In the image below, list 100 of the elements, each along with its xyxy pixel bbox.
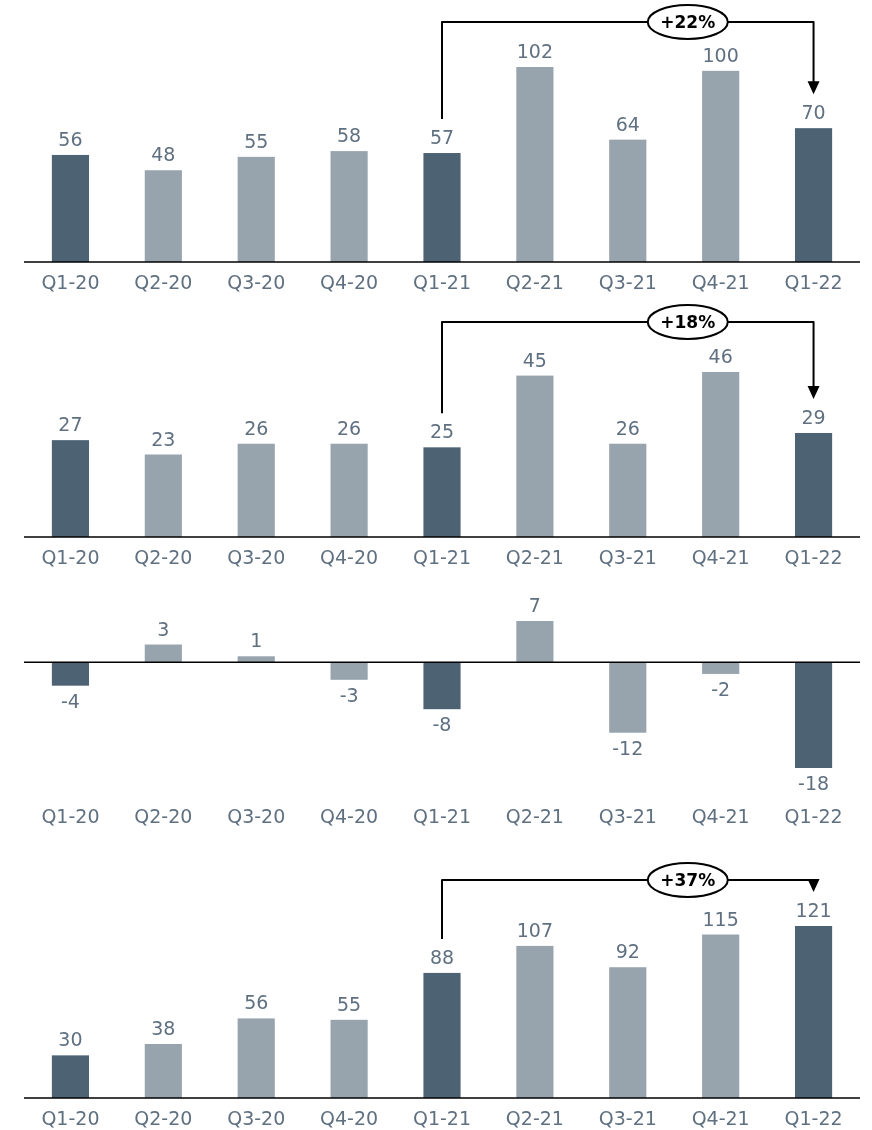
x-tick-label: Q1-21 <box>412 805 472 827</box>
x-tick-label: Q1-21 <box>412 1107 472 1129</box>
data-label: 55 <box>244 129 269 152</box>
data-label: 7 <box>528 594 541 616</box>
data-label: 30 <box>58 1028 83 1051</box>
data-label: 23 <box>151 427 176 450</box>
x-tick-label: Q2-21 <box>505 805 564 827</box>
data-label: 55 <box>337 992 362 1015</box>
bar <box>609 662 647 733</box>
x-tick-label: Q4-21 <box>691 271 750 293</box>
bar <box>702 662 740 674</box>
bar <box>423 447 461 537</box>
x-tick-label: Q3-20 <box>227 271 286 293</box>
bar <box>51 440 90 537</box>
bar <box>609 967 647 1098</box>
data-label: 56 <box>244 991 269 1014</box>
data-label: 26 <box>244 416 269 439</box>
bar <box>702 934 740 1098</box>
data-label: 100 <box>702 43 739 66</box>
data-label: 46 <box>708 345 733 367</box>
data-label: -4 <box>60 689 80 712</box>
bar <box>794 432 833 537</box>
bar <box>516 945 554 1098</box>
bar <box>51 1055 90 1098</box>
bar <box>794 926 833 1098</box>
data-label: 70 <box>801 101 826 124</box>
x-tick-label: Q4-20 <box>320 546 379 568</box>
x-tick-label: Q4-20 <box>320 805 379 827</box>
bar <box>609 443 647 537</box>
bar <box>702 372 740 537</box>
data-label: 58 <box>337 124 362 147</box>
x-tick-label: Q3-20 <box>227 1107 286 1129</box>
data-label: -8 <box>432 713 452 736</box>
x-tick-label: Q2-20 <box>134 1107 193 1129</box>
data-label: 92 <box>615 940 640 963</box>
x-tick-label: Q1-20 <box>41 1107 100 1129</box>
data-label: -3 <box>339 683 359 706</box>
x-tick-label: Q2-20 <box>134 271 193 293</box>
text: +22% <box>660 12 716 32</box>
data-label: 45 <box>522 348 547 371</box>
bar <box>330 151 368 262</box>
data-label: 38 <box>151 1016 176 1039</box>
x-tick-label: Q1-22 <box>784 271 843 293</box>
x-tick-label: Q2-21 <box>505 546 564 568</box>
x-tick-label: Q1-21 <box>412 546 472 568</box>
text: +37% <box>660 870 716 890</box>
bar <box>423 662 461 710</box>
bar <box>516 67 554 262</box>
data-label: -18 <box>798 772 830 794</box>
x-tick-label: Q2-21 <box>505 271 564 293</box>
data-label: 29 <box>801 405 826 428</box>
x-tick-label: Q1-21 <box>412 271 472 293</box>
x-tick-label: Q3-21 <box>598 546 657 568</box>
data-label: 56 <box>58 127 83 150</box>
x-tick-label: Q3-20 <box>227 805 286 827</box>
x-tick-label: Q1-22 <box>784 805 843 827</box>
data-label: 26 <box>615 416 640 439</box>
bar <box>702 70 740 262</box>
data-label: 48 <box>151 143 176 166</box>
text: +18% <box>660 312 716 332</box>
x-tick-label: Q1-20 <box>41 546 100 568</box>
bar <box>330 1019 368 1098</box>
x-tick-label: Q1-22 <box>784 1107 843 1129</box>
bar <box>794 662 833 768</box>
data-label: 64 <box>615 112 640 135</box>
x-tick-label: Q4-20 <box>320 271 379 293</box>
bar <box>794 128 833 262</box>
bar <box>144 644 182 663</box>
data-label: 121 <box>795 899 832 921</box>
bar <box>237 443 275 537</box>
bar <box>330 443 368 537</box>
bar <box>144 454 182 537</box>
bar <box>237 156 275 262</box>
data-label: 3 <box>157 617 170 640</box>
bar <box>144 170 182 262</box>
x-tick-label: Q4-20 <box>320 1107 379 1129</box>
bar <box>423 153 461 262</box>
x-tick-label: Q3-21 <box>598 1107 657 1129</box>
data-label: 27 <box>58 413 83 436</box>
x-tick-label: Q1-20 <box>41 271 100 293</box>
x-tick-label: Q2-20 <box>134 546 193 568</box>
x-tick-label: Q4-21 <box>691 1107 750 1129</box>
x-tick-label: Q4-21 <box>691 805 750 827</box>
bar <box>330 662 368 680</box>
bar <box>516 375 554 537</box>
data-label: 107 <box>516 918 554 941</box>
x-tick-label: Q2-20 <box>134 805 193 827</box>
bar <box>516 621 554 663</box>
data-label: 115 <box>702 907 739 930</box>
data-label: -12 <box>612 736 644 759</box>
bar <box>609 139 647 262</box>
data-label: 88 <box>429 945 455 968</box>
data-label: 25 <box>429 420 455 443</box>
x-tick-label: Q1-20 <box>41 805 100 827</box>
x-tick-label: Q4-21 <box>691 546 750 568</box>
bar <box>237 1018 275 1098</box>
data-label: 1 <box>250 629 263 652</box>
x-tick-label: Q3-21 <box>598 271 657 293</box>
bar <box>144 1043 182 1098</box>
data-label: -2 <box>711 677 731 700</box>
